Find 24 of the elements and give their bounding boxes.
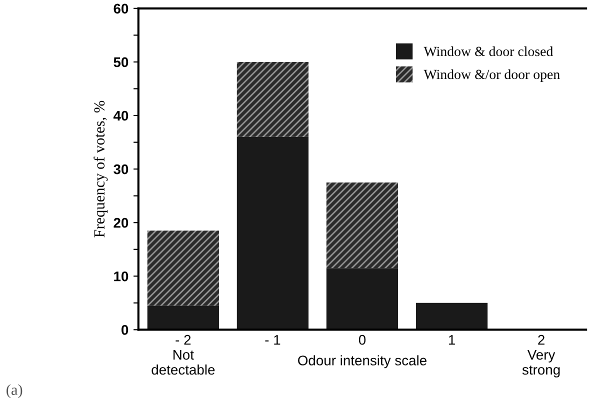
bar bbox=[236, 62, 309, 137]
text: (a) bbox=[6, 384, 22, 398]
bar bbox=[147, 230, 219, 306]
x-tick-label: - 1 bbox=[265, 335, 280, 345]
y-tick-label: 50 bbox=[114, 57, 128, 68]
legend-label: Window &/or door open bbox=[424, 69, 560, 82]
legend-label: Window & door closed bbox=[424, 46, 554, 56]
y-tick-label: 20 bbox=[114, 218, 128, 228]
x-axis-title: Odour intensity scale bbox=[298, 355, 426, 368]
y-tick-label: 60 bbox=[114, 4, 128, 14]
bar bbox=[326, 182, 398, 268]
y-tick-label: 0 bbox=[122, 325, 128, 335]
y-tick-label: 10 bbox=[114, 271, 128, 282]
bar bbox=[416, 302, 488, 330]
bar bbox=[147, 306, 219, 330]
x-tick-label: 2 Very strong bbox=[522, 334, 560, 378]
bar bbox=[236, 136, 309, 330]
x-tick-label: - 2 Not detectable bbox=[152, 334, 215, 375]
x-tick-label: 0 bbox=[358, 334, 366, 345]
y-axis-title: Frequency of votes, % bbox=[94, 100, 108, 238]
x-tick-label: 1 bbox=[448, 335, 455, 345]
y-tick-label: 30 bbox=[114, 164, 128, 174]
bar bbox=[326, 268, 398, 330]
y-tick-label: 40 bbox=[113, 110, 128, 121]
